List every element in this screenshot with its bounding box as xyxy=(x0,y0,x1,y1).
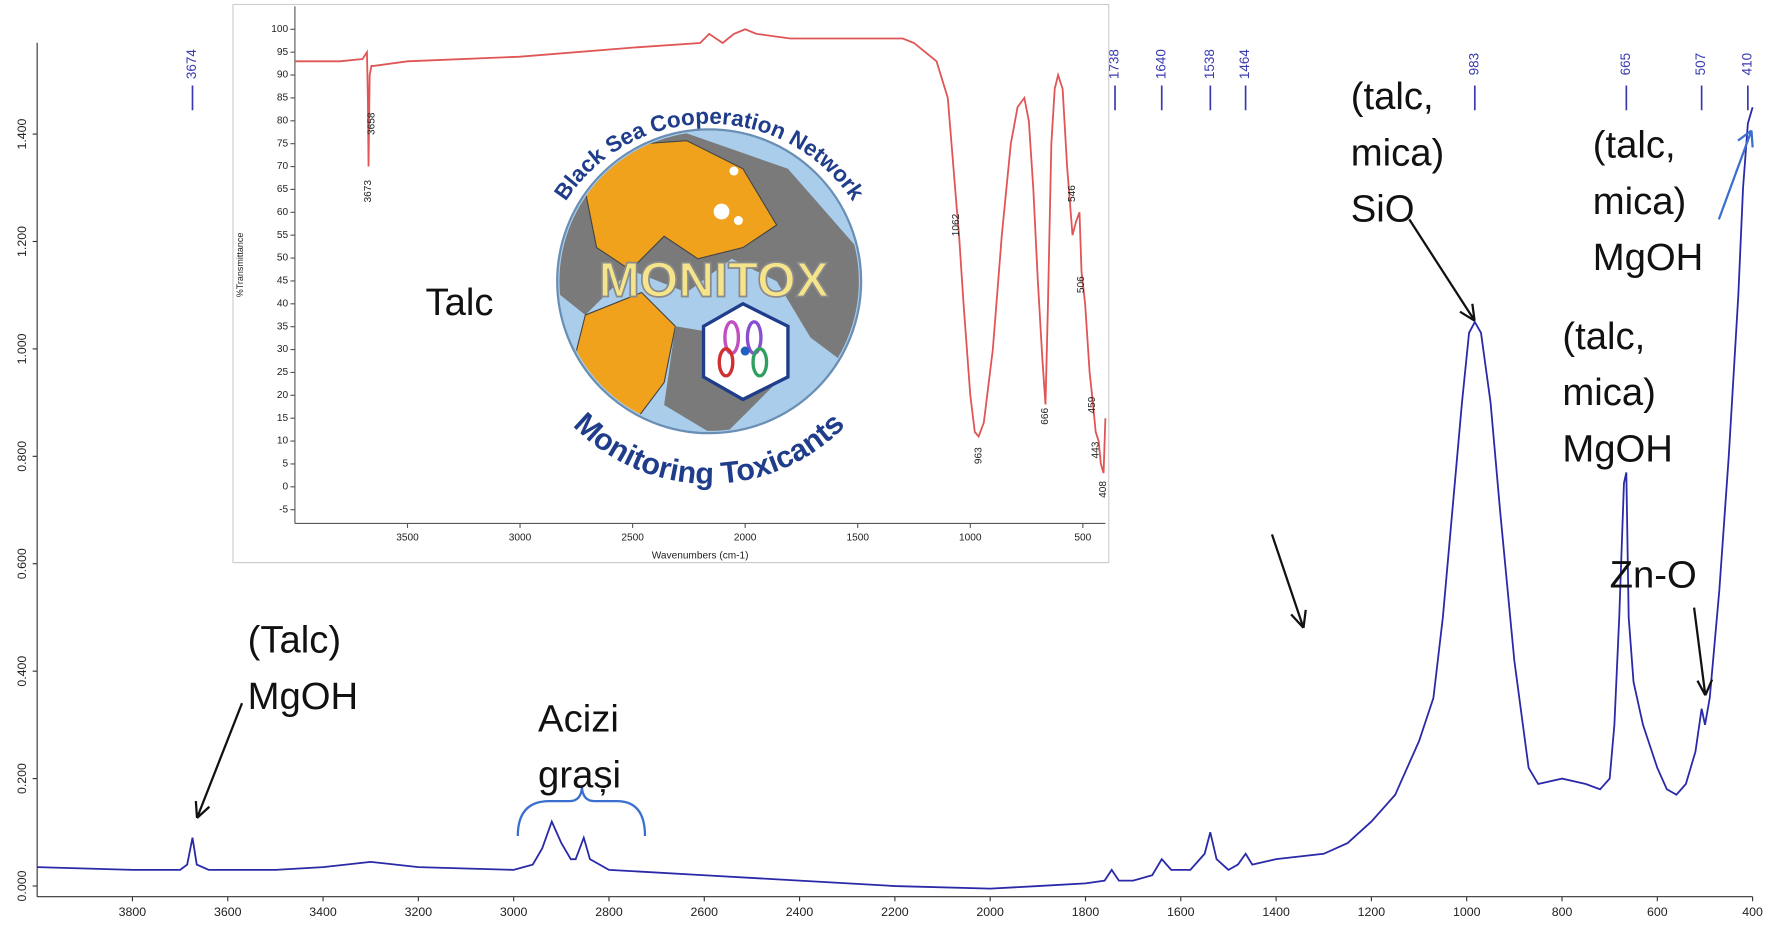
y-tick-label: 0.600 xyxy=(15,548,29,579)
y-tick-label: 1.000 xyxy=(15,333,29,364)
y-tick-label: 80 xyxy=(277,115,289,126)
annotation: (Talc) xyxy=(248,619,342,662)
logo: Black Sea Cooperation Network MONITOX Mo… xyxy=(549,104,869,491)
y-tick-label: 85 xyxy=(277,93,289,104)
annotation: MgOH xyxy=(1593,236,1704,279)
y-tick-label: 90 xyxy=(277,70,289,81)
y-tick-label: 0.800 xyxy=(15,441,29,472)
y-tick-label: 20 xyxy=(277,390,289,401)
annotation: Zn-O xyxy=(1610,553,1697,596)
x-tick-label: 1500 xyxy=(846,532,869,543)
peak-label: 459 xyxy=(1087,396,1098,413)
peak-label: 546 xyxy=(1067,185,1078,202)
peak-label: 443 xyxy=(1090,441,1101,458)
y-tick-label: 25 xyxy=(277,367,289,378)
peak-label: 3673 xyxy=(363,180,374,203)
x-tick-label: 2000 xyxy=(976,905,1004,919)
x-tick-label: 500 xyxy=(1074,532,1091,543)
x-tick-label: 600 xyxy=(1647,905,1668,919)
annotation: (talc, xyxy=(1593,124,1676,167)
y-tick-label: 1.400 xyxy=(15,118,29,149)
y-tick-label: 50 xyxy=(277,253,289,264)
peak-label: 410 xyxy=(1739,53,1754,76)
x-tick-label: 3200 xyxy=(405,905,433,919)
y-tick-label: 30 xyxy=(277,344,289,355)
y-tick-label: -5 xyxy=(279,504,288,515)
x-tick-label: 1600 xyxy=(1167,905,1195,919)
peak-label: 1538 xyxy=(1202,49,1217,79)
peak-label: 3658 xyxy=(367,112,378,135)
x-tick-label: 1400 xyxy=(1262,905,1290,919)
y-tick-label: 55 xyxy=(277,230,289,241)
x-tick-label: 3000 xyxy=(509,532,532,543)
y-tick-label: 100 xyxy=(271,24,288,35)
y-tick-label: 60 xyxy=(277,207,289,218)
annotation: mica) xyxy=(1593,180,1687,223)
peak-label: 1464 xyxy=(1237,49,1252,80)
x-tick-label: 3600 xyxy=(214,905,242,919)
x-tick-label: 1800 xyxy=(1072,905,1100,919)
peak-label: 1062 xyxy=(951,213,962,236)
x-tick-label: 1000 xyxy=(1453,905,1481,919)
y-tick-label: 1.200 xyxy=(15,226,29,257)
annotation: mica) xyxy=(1562,371,1656,414)
x-tick-label: 2000 xyxy=(734,532,757,543)
annotation: mica) xyxy=(1351,131,1445,174)
y-tick-label: 0.200 xyxy=(15,763,29,794)
peak-label: 3674 xyxy=(184,49,199,80)
page: 0.000 0.200 0.400 0.600 0.800 1.000 1.200 1.400… xyxy=(0,0,1765,926)
y-tick-label: 70 xyxy=(277,161,289,172)
annotation: MgOH xyxy=(248,675,359,718)
x-tick-label: 3400 xyxy=(309,905,337,919)
peak-label: 963 xyxy=(973,447,984,464)
x-tick-label: 2800 xyxy=(595,905,623,919)
annotation: Acizi xyxy=(538,697,619,740)
annotation: (talc, xyxy=(1562,315,1645,358)
y-tick-label: 0 xyxy=(283,481,289,492)
x-tick-label: 1000 xyxy=(959,532,982,543)
peak-label: 666 xyxy=(1040,408,1051,425)
annotation: MgOH xyxy=(1562,427,1673,470)
x-tick-label: 2600 xyxy=(691,905,719,919)
y-tick-label: 95 xyxy=(277,47,289,58)
y-tick-label: 65 xyxy=(277,184,289,195)
y-tick-label: 10 xyxy=(277,436,289,447)
y-tick-label: 75 xyxy=(277,138,289,149)
peak-label: 1640 xyxy=(1153,49,1168,79)
annotation: (talc, xyxy=(1351,75,1434,118)
peak-label: 506 xyxy=(1076,276,1087,293)
annotation: SiO xyxy=(1351,188,1415,231)
x-tick-label: 3000 xyxy=(500,905,528,919)
y-tick-label: 0.000 xyxy=(15,870,29,901)
x-tick-label: 2400 xyxy=(786,905,814,919)
x-tick-label: 400 xyxy=(1742,905,1763,919)
peak-label: 665 xyxy=(1618,53,1633,76)
y-tick-label: 40 xyxy=(277,298,289,309)
y-tick-label: 5 xyxy=(283,459,289,470)
annotation: grași xyxy=(538,754,621,797)
y-tick-label: 15 xyxy=(277,413,289,424)
peak-label: 408 xyxy=(1098,481,1109,498)
logo-center-text: MONITOX xyxy=(599,253,829,308)
annotation: Talc xyxy=(425,281,493,324)
x-tick-label: 3800 xyxy=(119,905,147,919)
peak-label: 507 xyxy=(1693,53,1708,76)
y-tick-label: 35 xyxy=(277,321,289,332)
x-tick-label: 800 xyxy=(1552,905,1573,919)
x-axis-label: Wavenumbers (cm-1) xyxy=(652,550,749,561)
x-tick-label: 2500 xyxy=(621,532,644,543)
y-tick-label: 0.400 xyxy=(15,656,29,687)
x-tick-label: 3500 xyxy=(396,532,419,543)
peak-label: 983 xyxy=(1466,53,1481,76)
y-tick-label: 45 xyxy=(277,276,289,287)
y-axis-label: %Transmittance xyxy=(235,233,245,298)
x-tick-label: 1200 xyxy=(1358,905,1386,919)
x-tick-label: 2200 xyxy=(881,905,909,919)
